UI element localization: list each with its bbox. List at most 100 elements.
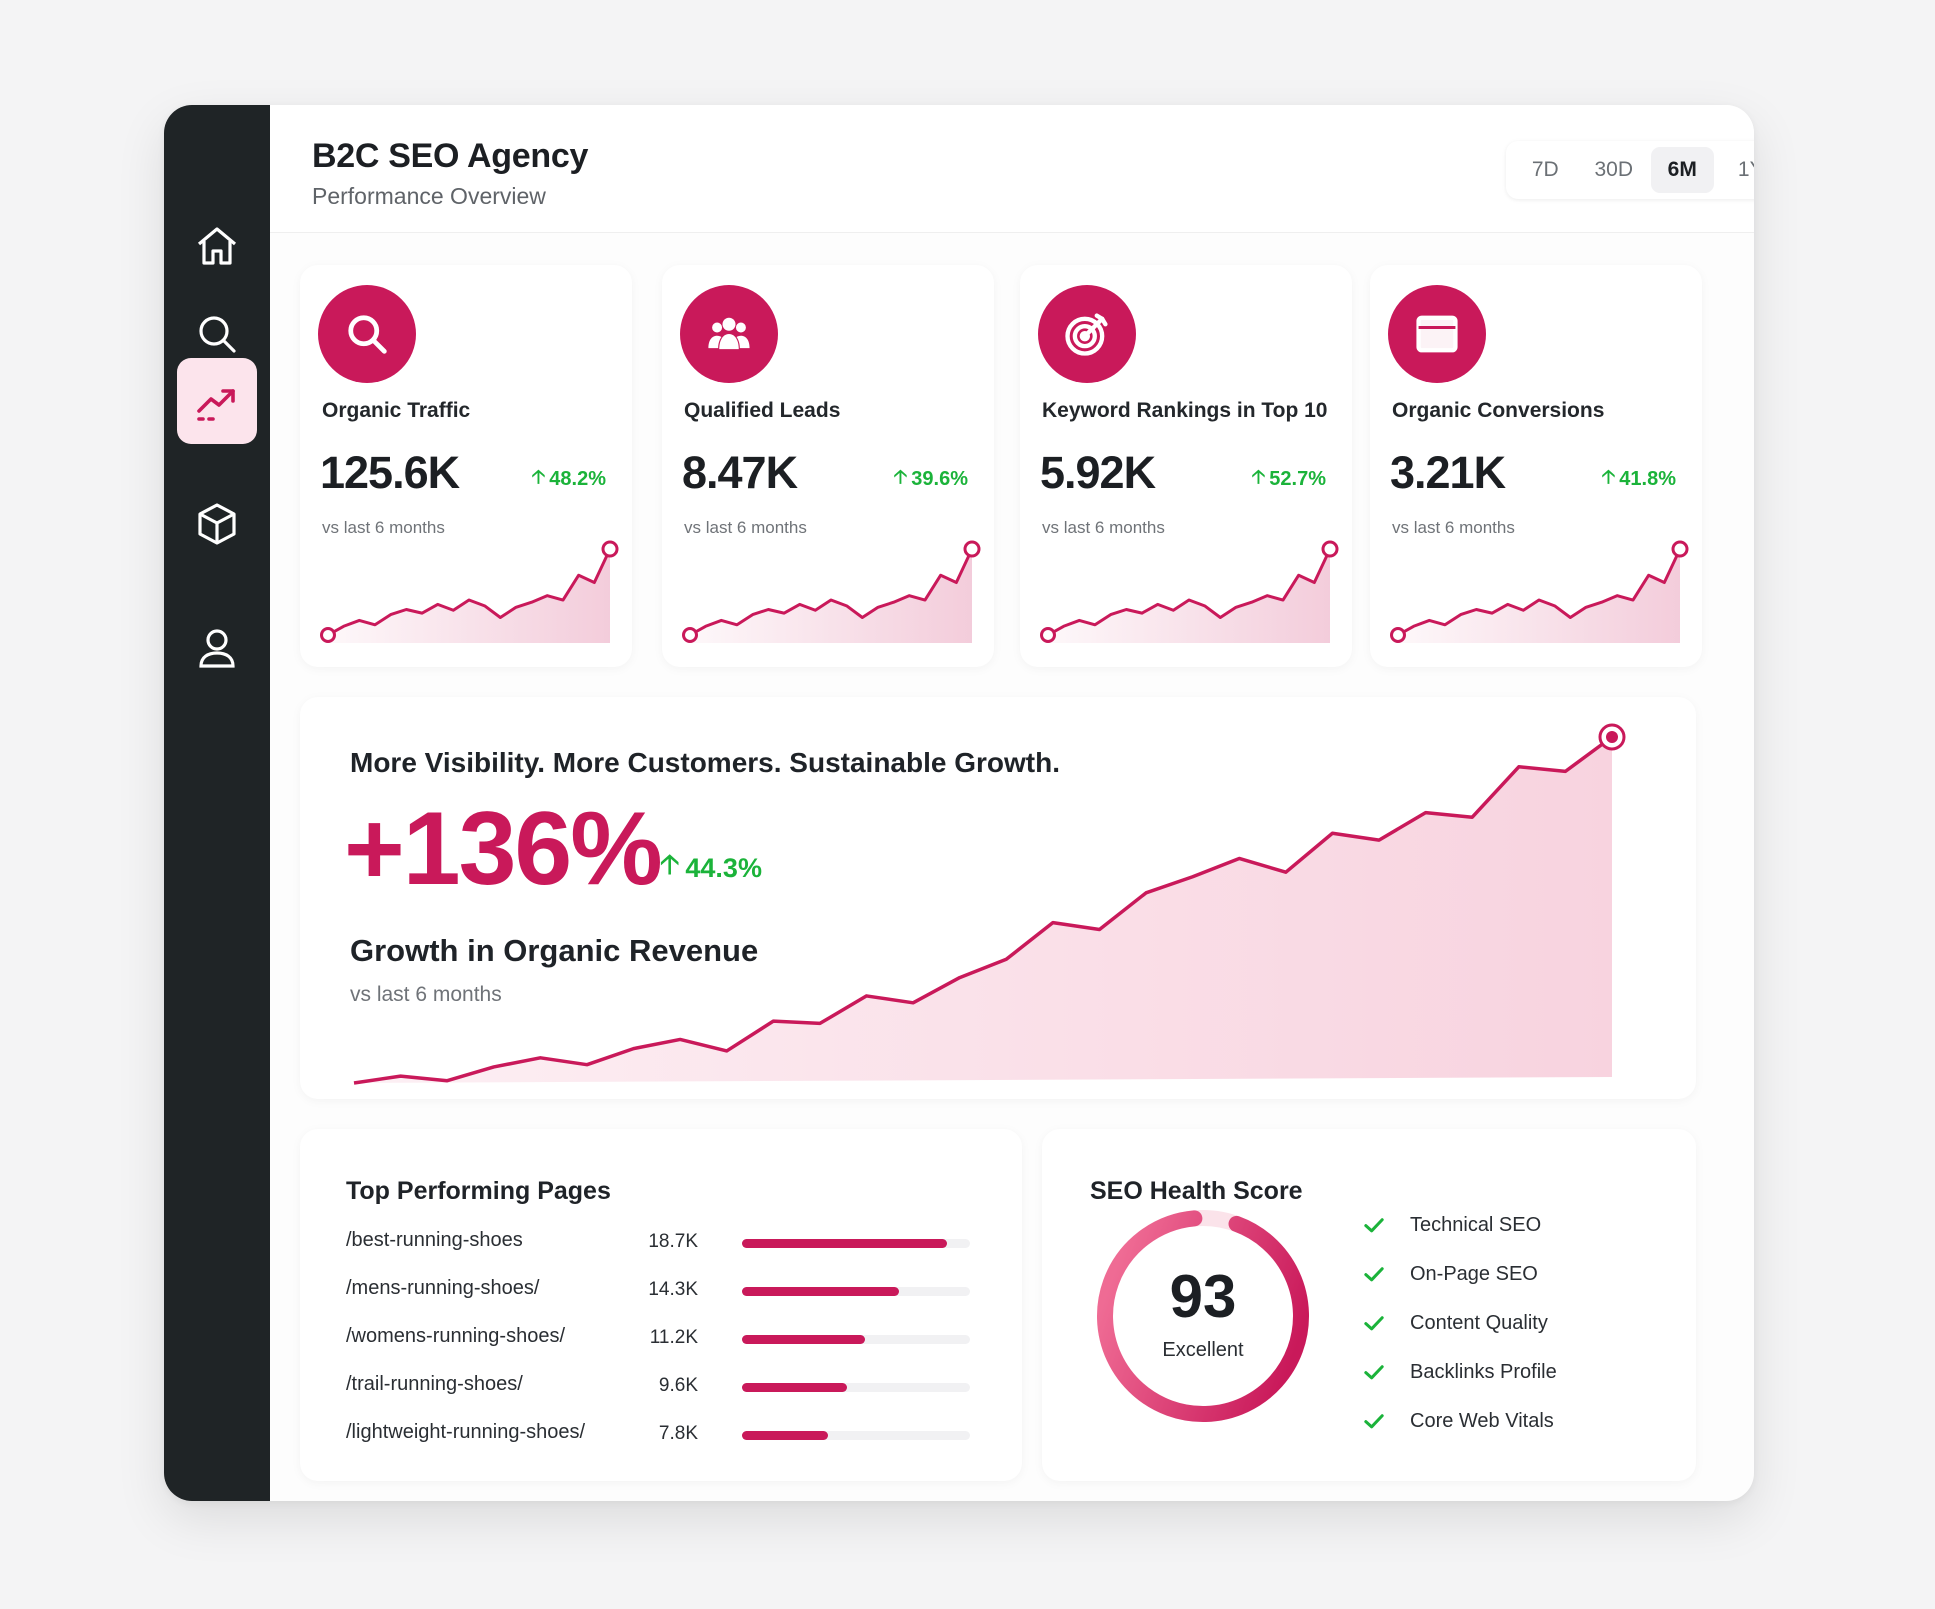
page-path: /mens-running-shoes/ [346,1277,540,1299]
seo-health-title: SEO Health Score [1090,1177,1303,1205]
page-bar-fill [742,1383,848,1392]
kpi-card-qualified-leads: Qualified Leads 8.47K 🡡 39.6% vs last 6 m… [662,265,994,667]
range-30d-button[interactable]: 30D [1594,158,1634,181]
browser-window-icon [1416,315,1458,353]
sidebar-item-analytics[interactable] [177,358,257,444]
page-bar-track [742,1239,970,1248]
page-value: 7.8K [658,1423,698,1444]
arrow-up-icon: 🡡 [1251,467,1266,488]
users-icon [708,317,750,350]
sidebar [164,105,270,1501]
page-bar-fill [742,1287,899,1296]
page-bar-track [742,1287,970,1296]
page-subtitle: Performance Overview [312,183,546,209]
sparkline-area [690,549,972,643]
table-row[interactable]: /lightweight-running-shoes/ 7.8K [346,1417,986,1453]
target-icon [1065,313,1108,356]
table-row[interactable]: /womens-running-shoes/ 11.2K [346,1321,986,1357]
table-row[interactable]: /trail-running-shoes/ 9.6K [346,1369,986,1405]
sidebar-item-search[interactable] [177,291,257,377]
page-path: /lightweight-running-shoes/ [346,1421,586,1443]
sparkline-end-point [601,540,619,558]
kpi-delta-value: 48.2% [549,467,606,490]
search-icon [348,315,387,354]
check-item: Content Quality [1360,1305,1548,1341]
box-icon [198,503,236,545]
kpi-card-organic-traffic: Organic Traffic 125.6K 🡡 48.2% vs last 6 … [300,265,632,667]
kpi-icon-badge [1388,285,1486,383]
kpi-comparison: vs last 6 months [1392,518,1515,537]
table-row[interactable]: /mens-running-shoes/ 14.3K [346,1273,986,1309]
kpi-delta: 🡡 48.2% [532,463,606,495]
kpi-value: 3.21K [1390,447,1506,498]
check-label: Technical SEO [1410,1213,1542,1236]
health-score-donut [1097,1210,1309,1422]
checkmark-icon [1364,1267,1384,1282]
home-icon [197,227,237,265]
range-7d-button[interactable]: 7D [1531,158,1559,181]
page-value: 9.6K [658,1375,698,1396]
donut-progress-arc [1097,1210,1309,1422]
sparkline-start-point [1390,627,1406,643]
growth-area-chart [353,723,1626,1085]
check-item: Core Web Vitals [1360,1403,1554,1439]
sparkline-line [327,548,612,637]
sparkline-end-point [963,540,981,558]
top-pages-card: Top Performing Pages /best-running-shoes… [300,1129,1022,1481]
sidebar-item-products[interactable] [177,481,257,567]
sparkline-end-point [1671,540,1689,558]
kpi-icon-badge [680,285,778,383]
page-bar-track [742,1335,970,1344]
kpi-sparkline [682,540,981,643]
page-value: 18.7K [648,1231,698,1252]
growth-line [353,735,1614,1085]
user-icon [199,629,235,668]
sparkline-start-point [1040,627,1056,643]
growth-delta-value: 44.3% [685,852,762,883]
checkmark-icon [1364,1365,1384,1380]
page-bar-track [742,1431,970,1440]
growth-card: More Visibility. More Customers. Sustain… [300,697,1696,1099]
health-score-label: Excellent [1162,1339,1244,1361]
kpi-label: Qualified Leads [684,399,841,422]
sparkline-line [1397,548,1682,637]
dashboard-window: B2C SEO Agency Performance Overview 7D 3… [164,105,1754,1501]
seo-health-card: SEO Health Score 93 Excellent Technical … [1042,1129,1696,1481]
health-score-value: 93 [1169,1263,1237,1330]
table-row[interactable]: /best-running-shoes 18.7K [346,1225,986,1261]
kpi-value: 8.47K [682,447,798,498]
arrow-up-icon: 🡡 [893,467,908,488]
kpi-sparkline [320,540,619,643]
check-label: Content Quality [1410,1311,1548,1334]
page-path: /trail-running-shoes/ [346,1373,523,1395]
sidebar-item-home[interactable] [177,203,257,289]
range-6m-button[interactable]: 6M [1651,147,1714,193]
kpi-delta-value: 39.6% [911,467,968,490]
sidebar-item-profile[interactable] [177,605,257,691]
kpi-card-organic-conversions: Organic Conversions 3.21K 🡡 41.8% vs last… [1370,265,1702,667]
kpi-delta-value: 52.7% [1269,467,1326,490]
kpi-label: Organic Traffic [322,399,471,422]
growth-area-fill [354,737,1612,1083]
kpi-sparkline [1390,540,1689,643]
sparkline-line [1047,548,1332,637]
kpi-icon-badge [318,285,416,383]
sparkline-area [328,549,610,643]
kpi-card-keyword-rankings: Keyword Rankings in Top 10 5.92K 🡡 52.7% … [1020,265,1352,667]
page-value: 11.2K [649,1327,698,1348]
trending-up-icon [197,389,235,421]
checkmark-icon [1364,1218,1384,1233]
sparkline-start-point [320,627,336,643]
range-1y-button[interactable]: 1Y [1737,158,1754,181]
growth-headline: More Visibility. More Customers. Sustain… [350,747,1060,778]
kpi-comparison: vs last 6 months [684,518,807,537]
arrow-up-icon: 🡡 [660,849,680,879]
growth-delta: 🡡 44.3% [660,845,762,891]
check-label: On-Page SEO [1410,1262,1538,1285]
check-item: Backlinks Profile [1360,1354,1557,1390]
arrow-up-icon: 🡡 [1601,467,1616,488]
app-title: B2C SEO Agency [312,137,589,175]
page-value: 14.3K [648,1279,698,1300]
sparkline-area [1398,549,1680,643]
growth-title: Growth in Organic Revenue [350,933,759,968]
